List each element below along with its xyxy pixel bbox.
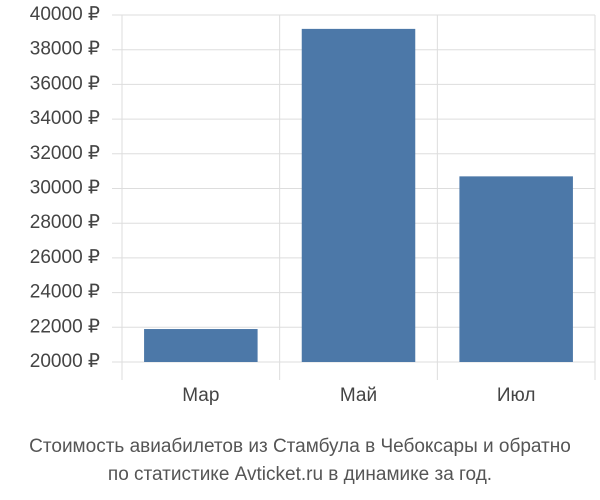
y-tick-label: 22000 ₽	[30, 316, 100, 337]
x-tick-label: Июл	[497, 385, 536, 406]
y-tick-label: 36000 ₽	[30, 73, 100, 94]
bar	[144, 329, 258, 362]
y-tick-label: 40000 ₽	[30, 4, 100, 25]
chart-title: по статистике Avticket.ru в динамике за …	[108, 464, 492, 485]
y-tick-label: 24000 ₽	[30, 282, 100, 303]
y-tick-label: 20000 ₽	[30, 351, 100, 372]
bar	[459, 176, 573, 362]
y-tick-label: 32000 ₽	[30, 143, 100, 164]
y-tick-label: 38000 ₽	[30, 39, 100, 60]
x-tick-label: Мар	[182, 385, 219, 406]
y-tick-label: 34000 ₽	[30, 108, 100, 129]
y-tick-label: 30000 ₽	[30, 178, 100, 199]
y-tick-label: 28000 ₽	[30, 212, 100, 233]
x-tick-label: Май	[340, 385, 377, 406]
y-tick-label: 26000 ₽	[30, 247, 100, 268]
chart-title: Стоимость авиабилетов из Стамбула в Чебо…	[29, 436, 571, 457]
bar	[301, 28, 416, 362]
